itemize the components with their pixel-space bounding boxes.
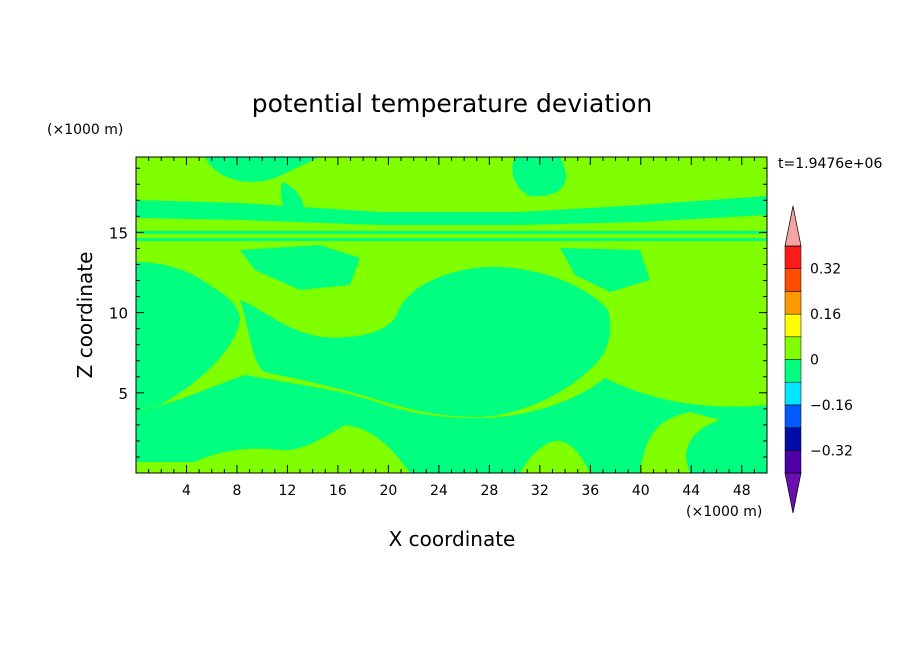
negative-region [560,248,650,292]
x-tick-label: 8 [232,483,241,499]
colorbar-label: −0.16 [810,398,853,414]
colorbar-segment [784,404,802,428]
colorbar-segment [784,336,802,360]
colorbar-over-arrow [784,205,802,247]
y-unit-label: (×1000 m) [47,122,123,138]
negative-region [136,238,767,241]
x-unit-label: (×1000 m) [686,504,762,520]
x-tick-label: 36 [581,483,599,499]
colorbar-label: −0.32 [810,443,853,459]
y-tick-label: 15 [109,224,128,242]
x-tick-label: 4 [182,483,191,499]
colorbar-label: 0 [810,353,819,369]
colorbar-under-arrow [784,472,802,514]
time-label: t=1.9476e+06 [778,156,882,172]
colorbar-segment [784,268,802,292]
negative-region [240,245,360,290]
negative-region [240,266,611,418]
colorbar-segment [784,313,802,338]
negative-region [512,157,566,197]
x-tick-label: 40 [632,483,650,499]
x-tick-label: 24 [430,483,448,499]
y-tick-label: 5 [118,385,128,403]
negative-region [136,375,767,473]
negative-region [136,157,320,182]
colorbar-label: 0.32 [810,262,841,278]
colorbar: 0.32 0.16 0 −0.16 −0.32 [784,205,853,514]
y-axis-label: Z coordinate [73,252,97,379]
x-tick-label: 28 [480,483,498,499]
x-tick-label: 48 [733,483,751,499]
colorbar-label: 0.16 [810,307,841,323]
x-tick-label: 32 [531,483,549,499]
negative-region [136,196,767,225]
colorbar-segment [784,381,802,406]
x-axis-label: X coordinate [389,527,516,551]
negative-region [136,231,767,234]
colorbar-segment [784,359,802,383]
chart-title: potential temperature deviation [252,89,652,118]
colorbar-segment [784,245,802,269]
colorbar-segment [784,291,802,315]
x-tick-label: 16 [329,483,347,499]
colorbar-segment [784,427,802,451]
negative-region [136,262,240,410]
x-tick-label: 20 [379,483,397,499]
plot-area [136,157,767,473]
colorbar-segment [784,450,802,474]
y-axis: 5 10 15 [109,167,767,458]
x-axis: 4 8 12 16 20 24 28 32 36 40 44 48 [148,157,755,499]
x-tick-label: 44 [682,483,700,499]
y-tick-label: 10 [109,305,128,323]
x-tick-label: 12 [279,483,297,499]
